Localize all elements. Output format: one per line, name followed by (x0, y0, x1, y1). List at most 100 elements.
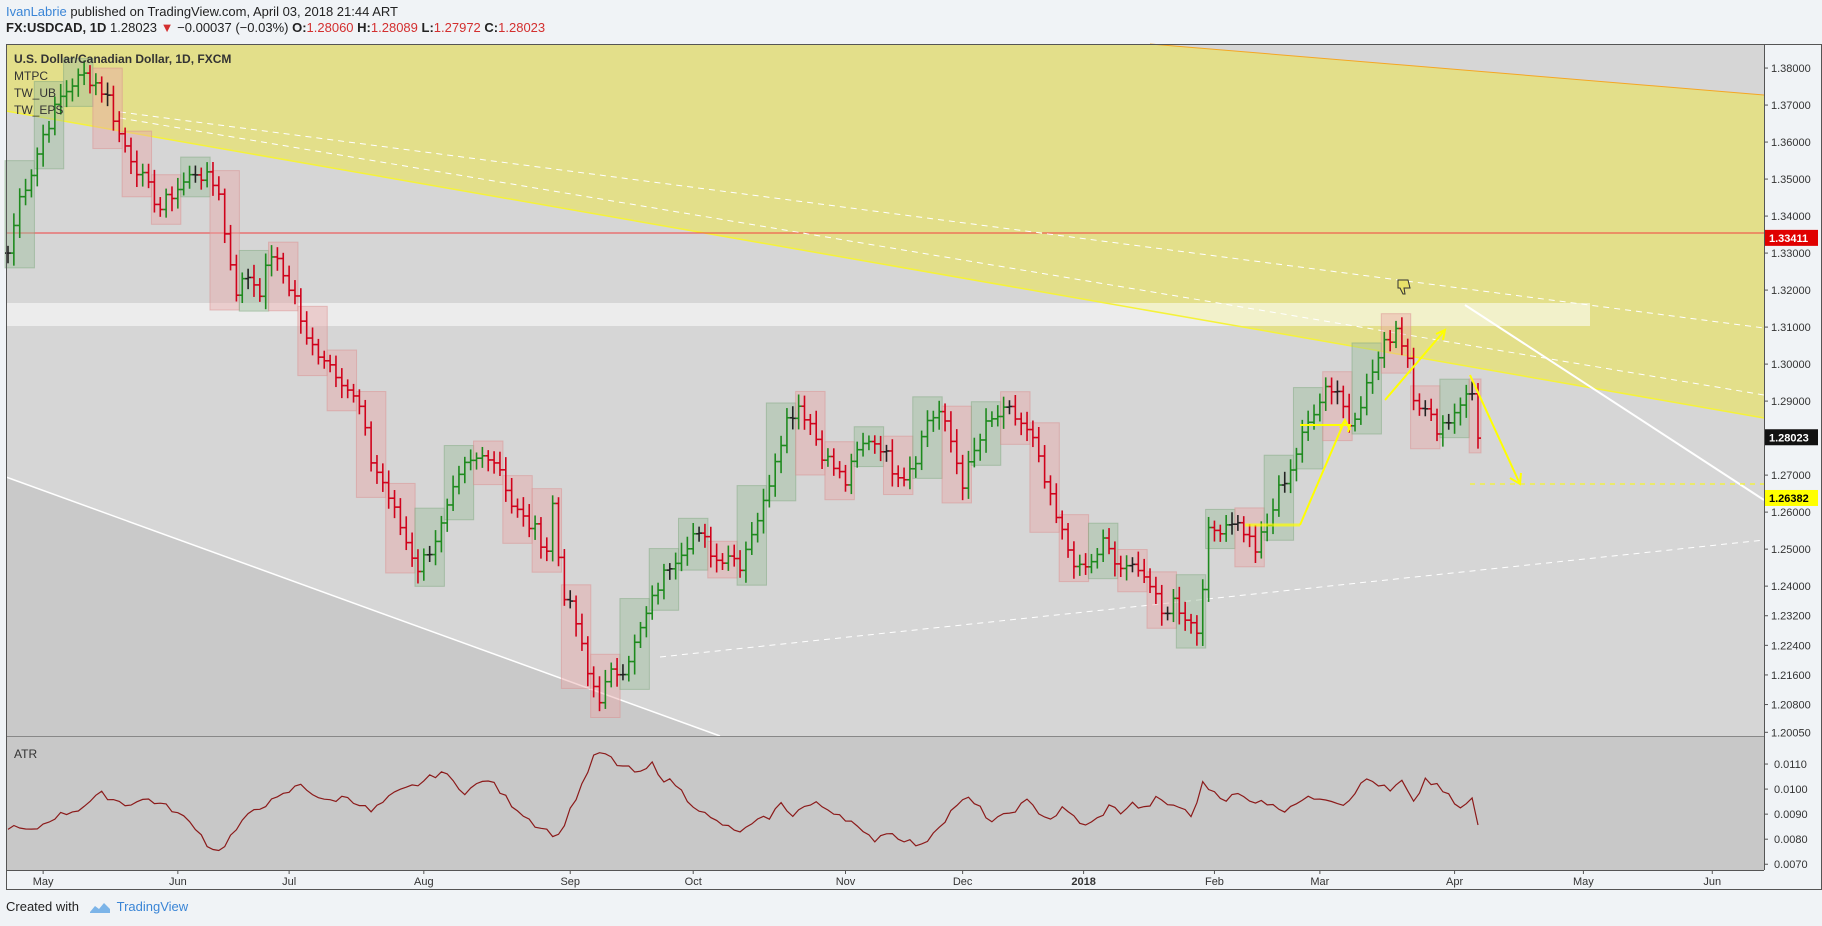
ohlc-bar (157, 197, 164, 217)
ohlc-bar (297, 288, 304, 334)
ohlc-bar (1012, 395, 1019, 426)
ohlc-bar (362, 399, 369, 436)
ohlc-bar (163, 188, 170, 218)
ohlc-bar (1053, 483, 1060, 524)
ohlc-bar (783, 408, 790, 454)
time-tick-label: Jun (169, 876, 187, 888)
mtpc-box (1410, 385, 1441, 450)
ohlc-bar (942, 403, 949, 432)
time-tick-labels: May Jun Jul Aug Sep Oct Nov Dec 2018 Feb Mar Apr May… (33, 870, 1721, 888)
ohlc-bar (332, 355, 339, 388)
ohlc-bar (81, 60, 88, 86)
ohlc-bar (602, 669, 609, 709)
ohlc-bar (379, 463, 386, 492)
study-mtpc[interactable]: MTPC (14, 69, 48, 83)
tradingview-link[interactable]: TradingView (116, 899, 189, 914)
ohlc-bar (555, 497, 562, 567)
atr-tick-label: 0.0090 (1774, 809, 1808, 821)
author-link[interactable]: IvanLabrie (6, 4, 67, 19)
ohlc-bar (391, 490, 398, 519)
ohlc-bar (104, 82, 111, 107)
ohlc-bar (1106, 528, 1113, 555)
ohlc-bar (373, 455, 380, 484)
ohlc-bar (1018, 412, 1025, 436)
ohlc-bar (1434, 408, 1441, 442)
time-tick-label: May (33, 876, 54, 888)
ohlc-bar (151, 169, 158, 213)
chart-area[interactable]: U.S. Dollar/Canadian Dollar, 1D, FXCM MT… (0, 40, 1822, 890)
ohlc-bar (988, 411, 995, 427)
ohlc-bar (877, 435, 884, 462)
ohlc-bar (1029, 420, 1036, 448)
ohlc-bar (1147, 568, 1154, 594)
price-badge-last: 1.28023 (1765, 429, 1818, 446)
price-axis[interactable] (1764, 44, 1822, 870)
ohlc-bar (977, 433, 984, 461)
ohlc-bar (1387, 330, 1394, 352)
price-badge-resistance: 1.33411 (1765, 229, 1818, 246)
atr-pane: ATR (6, 736, 1764, 870)
ohlc-bar (1059, 510, 1066, 540)
ohlc-bar (1457, 397, 1464, 426)
ohlc-bar (327, 354, 334, 373)
time-tick-label: Jun (1703, 876, 1721, 888)
ohlc-bar (1141, 558, 1148, 584)
low-value: 1.27972 (433, 20, 481, 35)
ohlc-bar (953, 429, 960, 475)
price-chart[interactable]: U.S. Dollar/Canadian Dollar, 1D, FXCM MT… (0, 40, 1822, 890)
price-badges: 1.33411 1.28023 1.26382 (1765, 229, 1818, 506)
ohlc-bar (672, 552, 679, 580)
price-tick-label: 1.33000 (1771, 248, 1811, 260)
atr-line (7, 752, 1479, 852)
price-tick-label: 1.20800 (1771, 700, 1811, 712)
ohlc-bar (842, 464, 849, 492)
price-tick-label: 1.38000 (1771, 63, 1811, 75)
ohlc-bar (912, 456, 919, 478)
ohlc-bar (209, 161, 216, 196)
ohlc-bar (192, 165, 199, 183)
ohlc-bar (262, 253, 269, 310)
ohlc-bar (871, 435, 878, 454)
symbol-label: FX:USDCAD, 1D (6, 20, 107, 35)
ohlc-bar (924, 410, 931, 448)
ohlc-bar (836, 461, 843, 479)
time-tick-label: Apr (1446, 876, 1463, 888)
ohlc-bar (508, 477, 515, 514)
ohlc-bar (1035, 426, 1042, 463)
ohlc-bar (227, 224, 234, 271)
published-text: published on TradingView.com, April 03, … (70, 4, 398, 19)
ohlc-bar (994, 405, 1001, 427)
ohlc-bar (1082, 553, 1089, 575)
ohlc-bar (537, 517, 544, 559)
ohlc-bar (614, 658, 621, 687)
ohlc-bar (233, 254, 240, 302)
ohlc-bar (1065, 523, 1072, 558)
ohlc-bar (1111, 541, 1118, 577)
ohlc-bar (766, 474, 773, 508)
ohlc-bar (221, 188, 228, 244)
ohlc-bar (1299, 419, 1306, 463)
ohlc-bar (772, 453, 779, 497)
study-tw-ub[interactable]: TW_UB (14, 86, 56, 100)
ohlc-bar (1369, 359, 1376, 394)
ohlc-bar (1316, 393, 1323, 422)
change-down-icon: ▼ (160, 20, 174, 35)
study-tw-eps[interactable]: TW_EPS (14, 103, 63, 117)
footer: Created with TradingView (6, 898, 188, 916)
time-tick-label: Feb (1205, 876, 1224, 888)
chart-legend: U.S. Dollar/Canadian Dollar, 1D, FXCM MT… (14, 52, 231, 117)
ohlc-bar (133, 150, 140, 188)
time-tick-label: 2018 (1071, 876, 1095, 888)
ohlc-bar (514, 498, 521, 518)
ohlc-bar (971, 437, 978, 468)
ohlc-bar (1328, 377, 1335, 405)
ohlc-bar (649, 585, 656, 620)
ohlc-bar (286, 265, 293, 297)
ohlc-bar (906, 456, 913, 490)
ohlc-header: FX:USDCAD, 1D 1.28023 ▼ −0.00037 (−0.03%… (6, 20, 545, 36)
tradingview-logo-icon[interactable] (89, 902, 111, 914)
time-tick-label: May (1573, 876, 1594, 888)
ohlc-bar (520, 497, 527, 527)
annotations (1245, 279, 1522, 527)
ohlc-bar (28, 169, 35, 198)
